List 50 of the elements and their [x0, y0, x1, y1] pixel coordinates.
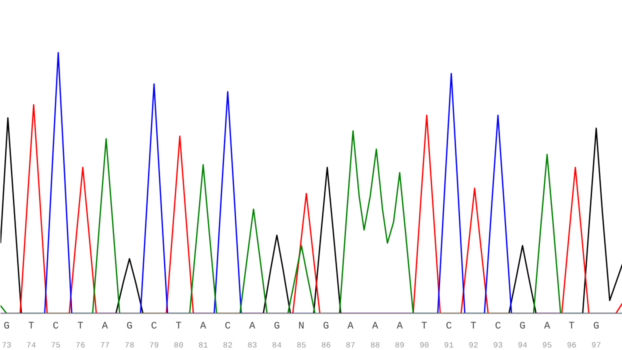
text: A: [372, 322, 378, 332]
x-tick-label: 84: [272, 342, 282, 350]
text: C: [224, 322, 231, 332]
text: A: [396, 322, 403, 332]
x-tick-label: 92: [468, 342, 478, 350]
x-tick-label: 89: [394, 342, 405, 350]
text: A: [249, 322, 256, 332]
x-tick-label: 79: [149, 342, 160, 350]
x-tick-label: 91: [444, 342, 454, 350]
text: C: [494, 322, 501, 332]
text: T: [77, 322, 84, 332]
text: N: [298, 322, 304, 332]
x-tick-label: 93: [493, 342, 503, 350]
x-tick-label: 85: [296, 342, 306, 350]
x-tick-label: 82: [222, 342, 233, 350]
text: T: [28, 322, 34, 332]
text: T: [568, 322, 575, 332]
x-tick-label: 74: [26, 342, 36, 350]
text: G: [593, 322, 600, 332]
x-tick-label: 95: [542, 342, 552, 350]
x-tick-label: 87: [346, 342, 356, 350]
x-tick-label: 90: [419, 342, 430, 350]
text: C: [446, 322, 452, 332]
text: G: [322, 322, 330, 332]
x-tick-label: 81: [198, 342, 208, 350]
text: G: [126, 322, 132, 332]
x-tick-label: 80: [174, 342, 184, 350]
text: G: [274, 322, 280, 332]
x-tick-label: 78: [124, 342, 134, 350]
x-tick-label: 96: [566, 342, 577, 350]
text: C: [151, 322, 158, 332]
x-tick-label: 73: [2, 342, 12, 350]
x-tick-label: 76: [76, 342, 86, 350]
x-tick-label: 77: [100, 342, 110, 350]
text: G: [4, 322, 10, 332]
x-tick-label: 86: [321, 342, 331, 350]
text: A: [544, 322, 550, 332]
text: A: [200, 322, 206, 332]
x-tick-label: 97: [591, 342, 602, 350]
x-tick-label: 94: [518, 342, 528, 350]
text: T: [470, 322, 476, 332]
x-tick-label: 75: [50, 342, 61, 350]
x-tick-label: 88: [370, 342, 380, 350]
text: T: [421, 322, 428, 332]
text: A: [102, 322, 108, 332]
text: A: [348, 322, 354, 332]
x-tick-label: 83: [247, 342, 258, 350]
text: T: [176, 322, 182, 332]
text: G: [520, 322, 526, 332]
text: C: [52, 322, 59, 332]
